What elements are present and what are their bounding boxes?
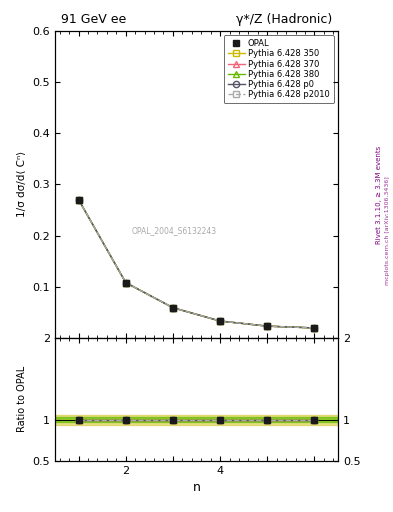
Text: 91 GeV ee: 91 GeV ee bbox=[61, 13, 126, 26]
X-axis label: n: n bbox=[193, 481, 200, 494]
Text: OPAL_2004_S6132243: OPAL_2004_S6132243 bbox=[131, 226, 217, 235]
Y-axis label: Ratio to OPAL: Ratio to OPAL bbox=[17, 366, 27, 433]
Y-axis label: 1/σ dσ/d⟨ Cⁿ⟩: 1/σ dσ/d⟨ Cⁿ⟩ bbox=[17, 151, 27, 218]
Text: Rivet 3.1.10, ≥ 3.3M events: Rivet 3.1.10, ≥ 3.3M events bbox=[376, 145, 382, 244]
Text: mcplots.cern.ch [arXiv:1306.3436]: mcplots.cern.ch [arXiv:1306.3436] bbox=[385, 176, 389, 285]
Legend: OPAL, Pythia 6.428 350, Pythia 6.428 370, Pythia 6.428 380, Pythia 6.428 p0, Pyt: OPAL, Pythia 6.428 350, Pythia 6.428 370… bbox=[224, 35, 334, 103]
Text: γ*/Z (Hadronic): γ*/Z (Hadronic) bbox=[236, 13, 332, 26]
